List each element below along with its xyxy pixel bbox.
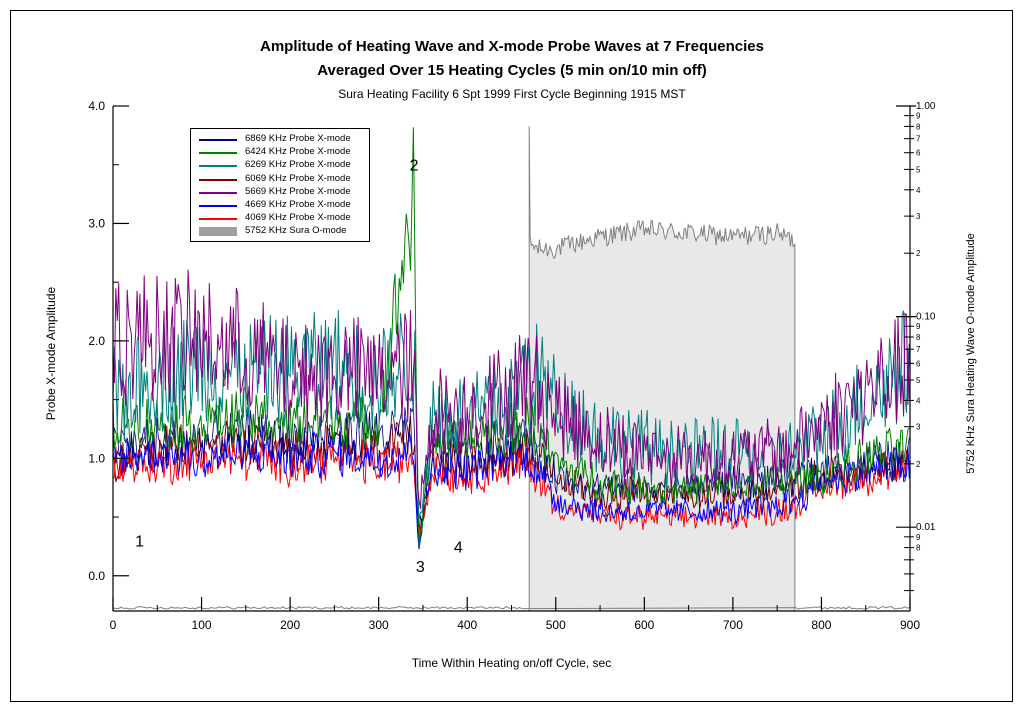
legend-swatch: [199, 227, 237, 237]
y2-minor-label: 8: [916, 333, 921, 342]
y2-tick-label: 0.01: [916, 522, 936, 533]
chart-subtitle: Averaged Over 15 Heating Cycles (5 min o…: [317, 62, 707, 79]
y2-minor-label: 6: [916, 359, 921, 368]
chart-legend: 6869 KHz Probe X-mode 6424 KHz Probe X-mo…: [190, 128, 370, 242]
x-tick-label: 700: [723, 618, 743, 632]
legend-swatch: [199, 191, 237, 194]
heating-wave-area: [529, 126, 795, 611]
x-axis-label: Time Within Heating on/off Cycle, sec: [412, 656, 611, 670]
y-tick-label: 1.0: [88, 451, 105, 465]
y2-minor-label: 9: [916, 322, 921, 331]
x-tick-label: 500: [546, 618, 566, 632]
y2-minor-label: 4: [916, 396, 921, 405]
legend-swatch: [199, 165, 237, 168]
y-tick-label: 4.0: [88, 99, 105, 113]
annotation-4: 4: [454, 539, 463, 556]
legend-label: 4069 KHz Probe X-mode: [245, 212, 351, 224]
y-tick-label: 2.0: [88, 334, 105, 348]
y2-minor-label: 8: [916, 544, 921, 553]
y2-minor-label: 8: [916, 122, 921, 131]
series-line-4669: [112, 430, 910, 550]
series-line-5669: [112, 269, 910, 509]
annotation-1: 1: [135, 533, 144, 550]
annotation-3: 3: [416, 559, 425, 576]
x-tick-label: 300: [369, 618, 389, 632]
legend-label: 6069 KHz Probe X-mode: [245, 172, 351, 184]
series-line-4069: [112, 438, 910, 542]
y2-minor-label: 4: [916, 186, 921, 195]
chart-title: Amplitude of Heating Wave and X-mode Pro…: [260, 38, 764, 55]
y2-tick-label: 0.10: [916, 312, 936, 323]
heating-wave-line: [528, 126, 796, 611]
x-tick-label: 200: [280, 618, 300, 632]
chart-frame: [10, 10, 1013, 702]
legend-label: 5669 KHz Probe X-mode: [245, 185, 351, 197]
y-tick-label: 0.0: [88, 569, 105, 583]
x-tick-label: 100: [192, 618, 212, 632]
x-tick-label: 800: [811, 618, 831, 632]
y2-minor-label: 3: [916, 423, 921, 432]
legend-swatch: [199, 139, 237, 141]
x-tick-label: 600: [634, 618, 654, 632]
legend-label: 5752 KHz Sura O-mode: [245, 225, 347, 237]
legend-label: 6424 KHz Probe X-mode: [245, 146, 351, 158]
y-tick-label: 3.0: [88, 216, 105, 230]
y2-minor-label: 2: [916, 249, 921, 258]
annotation-2: 2: [410, 158, 419, 175]
legend-swatch: [199, 152, 237, 155]
legend-label: 6269 KHz Probe X-mode: [245, 159, 351, 171]
x-tick-label: 0: [110, 618, 117, 632]
x-tick-label: 400: [457, 618, 477, 632]
legend-label: 6869 KHz Probe X-mode: [245, 133, 351, 144]
y2-minor-label: 7: [916, 135, 921, 144]
y2-minor-label: 6: [916, 149, 921, 158]
legend-swatch: [199, 205, 237, 207]
x-tick-label: 900: [900, 618, 920, 632]
y2-minor-label: 3: [916, 212, 921, 221]
legend-swatch: [199, 218, 237, 221]
y2-minor-label: 5: [916, 165, 921, 174]
y-axis-label: Probe X-mode Amplitude: [44, 286, 58, 420]
y2-minor-label: 9: [916, 112, 921, 121]
chart-caption: Sura Heating Facility 6 Spt 1999 First C…: [338, 87, 686, 101]
y2-minor-label: 5: [916, 376, 921, 385]
y2-axis-label: 5752 KHz Sura Heating Wave O-mode Amplit…: [965, 233, 977, 474]
legend-label: 4669 KHz Probe X-mode: [245, 199, 351, 210]
y2-minor-label: 7: [916, 345, 921, 354]
legend-swatch: [199, 178, 237, 181]
y2-minor-label: 9: [916, 533, 921, 542]
y2-minor-label: 2: [916, 460, 921, 469]
y2-tick-label: 1.00: [916, 101, 936, 112]
series-line-6069: [112, 416, 910, 543]
